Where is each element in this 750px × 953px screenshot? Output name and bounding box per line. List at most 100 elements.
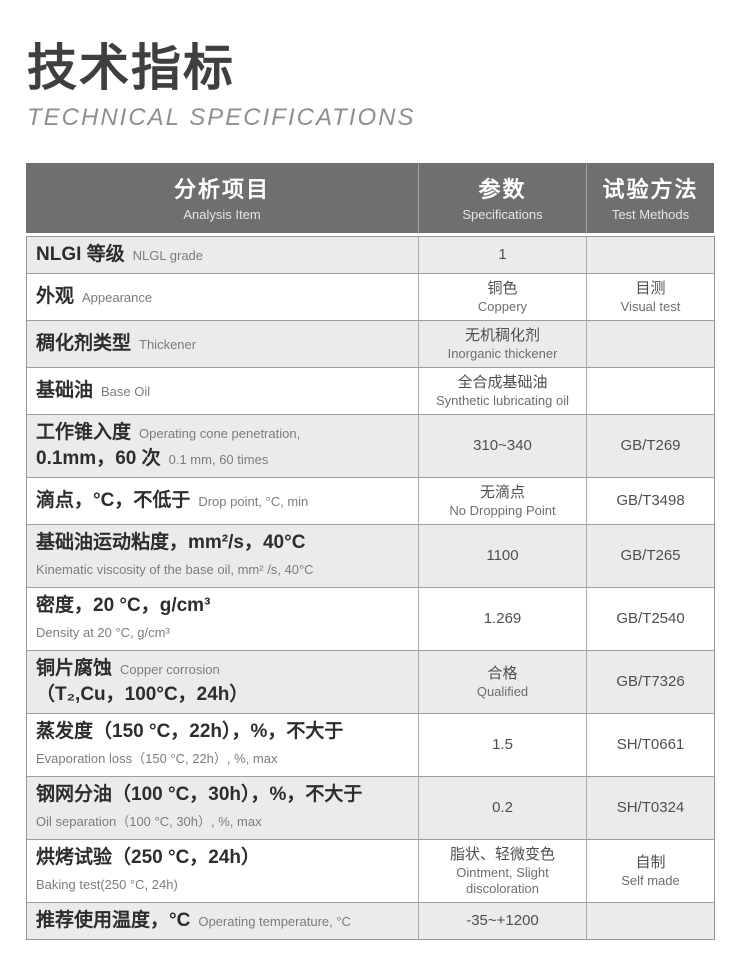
analysis-item-cell: 基础油 Base Oil [27,367,419,414]
method-cell: GB/T3498 [586,477,715,524]
header-col-specifications: 参数 Specifications [418,162,586,233]
spec-value: 1 [498,245,507,263]
spec-cell: 1.269 [418,587,587,650]
spec-value: 0.2 [492,798,513,816]
method-value: GB/T7326 [616,672,685,690]
method-value: 目测 [635,279,666,297]
label-zh: 工作锥入度 [36,421,132,443]
analysis-item-cell: 基础油运动粘度，mm²/s，40°C Kinematic viscosity o… [27,524,419,587]
analysis-item-cell: 工作锥入度 Operating cone penetration, 0.1mm，6… [27,414,419,477]
method-value: GB/T269 [620,436,681,454]
label-en: Oil separation（100 °C, 30h）, %, max [36,813,262,829]
spec-value: 无滴点 [479,483,525,501]
method-cell: GB/T265 [586,524,715,587]
table-row-baking-test: 烘烤试验（250 °C，24h） Baking test(250 °C, 24h… [26,839,715,902]
table-row-operating-temperature: 推荐使用温度，°C Operating temperature, °C -35~+… [26,902,715,939]
spec-cell: 0.2 [418,776,587,839]
method-value: 自制 [635,853,666,871]
label-zh: 稠化剂类型 [36,332,132,354]
spec-value-en: Synthetic lubricating oil [436,392,569,408]
method-cell: GB/T2540 [586,587,715,650]
spec-value-en: Inorganic thickener [447,345,558,361]
analysis-item-cell: 烘烤试验（250 °C，24h） Baking test(250 °C, 24h… [27,839,419,902]
analysis-item-cell: 推荐使用温度，°C Operating temperature, °C [27,902,419,939]
method-cell: GB/T7326 [586,650,715,713]
label-zh: 密度，20 °C，g/cm³ [36,594,211,616]
label-en: Base Oil [101,383,151,399]
label-zh: 滴点，°C，不低于 [36,489,191,511]
label-en: Baking test(250 °C, 24h) [36,876,178,892]
label-en: Evaporation loss（150 °C, 22h）, %, max [36,750,278,766]
spec-table: 分析项目 Analysis Item 参数 Specifications 试验方… [26,162,715,940]
spec-value: 全合成基础油 [457,373,548,391]
spec-value: 脂状、轻微变色 [449,845,555,863]
method-value: SH/T0324 [616,798,685,816]
table-row-base-oil: 基础油 Base Oil 全合成基础油 Synthetic lubricating… [26,367,715,414]
table-row-cone-penetration: 工作锥入度 Operating cone penetration, 0.1mm，6… [26,414,715,477]
spec-cell: 310~340 [418,414,587,477]
method-cell [586,320,715,367]
table-row-thickener: 稠化剂类型 Thickener 无机稠化剂 Inorganic thickener [26,320,715,367]
label-en: Appearance [82,289,153,305]
spec-cell: 1 [418,236,587,273]
label-en: Density at 20 °C, g/cm³ [36,624,170,640]
spec-value: 1100 [486,546,519,564]
label-en: 0.1 mm, 60 times [168,451,269,467]
header-col-test-methods: 试验方法 Test Methods [586,162,714,233]
header-label-en: Analysis Item [183,206,261,222]
title-block: 技术指标 TECHNICAL SPECIFICATIONS [0,0,750,132]
spec-value: 1.269 [483,609,522,627]
header-label-en: Test Methods [611,206,690,222]
header-label-zh: 分析项目 [173,176,270,202]
table-row-appearance: 外观 Appearance 铜色 Coppery 目测 Visual test [26,273,715,320]
table-body: NLGI 等级 NLGL grade 1 外观 Appearance 铜色 Copp [26,235,715,940]
label-zh: 外观 [36,285,75,307]
label-en: Thickener [139,336,197,352]
spec-value: 铜色 [487,279,518,297]
table-row-oil-separation: 钢网分油（100 °C，30h），%，不大于 Oil separation（10… [26,776,715,839]
table-row-evaporation-loss: 蒸发度（150 °C，22h），%，不大于 Evaporation loss（1… [26,713,715,776]
table-row-drop-point: 滴点，°C，不低于 Drop point, °C, min 无滴点 No Drop… [26,477,715,524]
analysis-item-cell: 滴点，°C，不低于 Drop point, °C, min [27,477,419,524]
spec-value: 310~340 [473,436,532,454]
label-zh: （T₂,Cu，100°C，24h） [36,683,249,705]
table-row-copper-corrosion: 铜片腐蚀 Copper corrosion （T₂,Cu，100°C，24h） 合… [26,650,715,713]
method-cell: 自制 Self made [586,839,715,902]
method-cell [586,236,715,273]
spec-value: 1.5 [492,735,513,753]
spec-cell: 脂状、轻微变色 Ointment, Slight discoloration [418,839,587,902]
method-cell: GB/T269 [586,414,715,477]
table-row-nlgi-grade: NLGI 等级 NLGL grade 1 [26,236,715,273]
label-zh: 烘烤试验（250 °C，24h） [36,846,261,868]
table-row-density: 密度，20 °C，g/cm³ Density at 20 °C, g/cm³ 1… [26,587,715,650]
analysis-item-cell: NLGI 等级 NLGL grade [27,236,419,273]
spec-value-en: No Dropping Point [449,502,556,518]
table-row-kinematic-viscosity: 基础油运动粘度，mm²/s，40°C Kinematic viscosity o… [26,524,715,587]
spec-value: 无机稠化剂 [464,326,540,344]
method-cell: SH/T0324 [586,776,715,839]
label-en: NLGL grade [132,247,204,263]
label-en: Kinematic viscosity of the base oil, mm²… [36,561,314,577]
spec-cell: 全合成基础油 Synthetic lubricating oil [418,367,587,414]
spec-cell: 1.5 [418,713,587,776]
label-zh: NLGI 等级 [36,243,125,265]
method-cell: SH/T0661 [586,713,715,776]
spec-cell: 1100 [418,524,587,587]
label-zh: 基础油运动粘度，mm²/s，40°C [36,531,306,553]
label-en: Drop point, °C, min [198,493,309,509]
spec-value-en: Coppery [477,298,528,314]
spec-value: -35~+1200 [466,911,539,929]
header-label-zh: 试验方法 [602,176,699,202]
page-subtitle: TECHNICAL SPECIFICATIONS [27,103,416,131]
analysis-item-cell: 钢网分油（100 °C，30h），%，不大于 Oil separation（10… [27,776,419,839]
analysis-item-cell: 铜片腐蚀 Copper corrosion （T₂,Cu，100°C，24h） [27,650,419,713]
method-value-en: Visual test [620,298,681,314]
header-label-en: Specifications [462,206,543,222]
spec-cell: 铜色 Coppery [418,273,587,320]
analysis-item-cell: 密度，20 °C，g/cm³ Density at 20 °C, g/cm³ [27,587,419,650]
spec-cell: 无滴点 No Dropping Point [418,477,587,524]
spec-cell: 无机稠化剂 Inorganic thickener [418,320,587,367]
label-zh: 基础油 [36,379,94,401]
label-zh: 铜片腐蚀 [36,657,113,679]
